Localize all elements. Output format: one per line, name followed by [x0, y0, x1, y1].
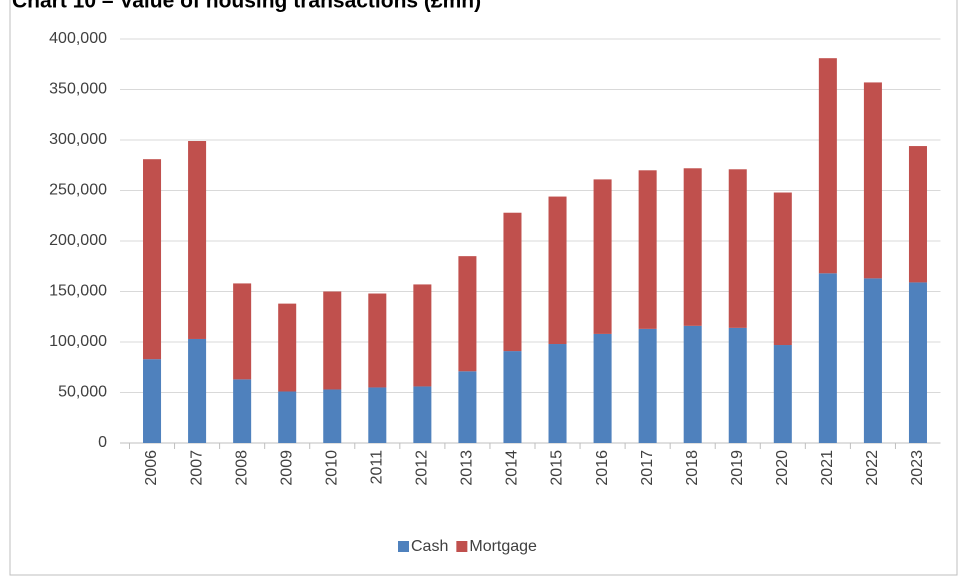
bar-segment [188, 338, 207, 443]
x-tick-label: 2014 [504, 450, 521, 486]
x-tick-label: 2023 [909, 450, 926, 486]
bar-segment [503, 212, 522, 352]
bar-segment [728, 327, 747, 443]
bar-segment [368, 387, 387, 443]
x-tick-label: 2021 [819, 450, 836, 486]
y-tick-label: 50,000 [58, 384, 107, 401]
bar-segment [908, 282, 927, 443]
x-tick-label: 2018 [684, 450, 701, 486]
x-tick-label: 2009 [278, 450, 295, 486]
x-tick-label: 2017 [639, 450, 656, 486]
bar-segment [278, 303, 297, 392]
y-tick-label: 200,000 [49, 232, 107, 249]
bar-segment [818, 273, 837, 443]
y-tick-label: 400,000 [49, 30, 107, 47]
bar-segment [413, 386, 432, 443]
bar-segment [728, 169, 747, 328]
x-tick-label: 2013 [459, 450, 476, 486]
bar-segment [413, 284, 432, 387]
bar-segment [233, 379, 252, 443]
y-tick-label: 300,000 [49, 131, 107, 148]
bar-segment [683, 325, 702, 443]
x-tick-label: 2007 [188, 450, 205, 486]
chart-frame [9, 0, 958, 576]
bar-segment [188, 141, 207, 339]
bar-segment [818, 58, 837, 274]
legend-swatch [398, 541, 409, 552]
x-tick-label: 2010 [323, 450, 340, 486]
y-tick-label: 350,000 [49, 81, 107, 98]
bar-segment [863, 82, 882, 279]
y-tick-label: 0 [98, 434, 107, 451]
x-tick-label: 2020 [774, 450, 791, 486]
legend-label: Cash [411, 538, 448, 555]
y-tick-label: 250,000 [49, 182, 107, 199]
bar-segment [548, 196, 567, 345]
bar-segment [773, 192, 792, 346]
bar-segment [773, 345, 792, 443]
bar-segment [863, 278, 882, 443]
bar-segment [548, 344, 567, 443]
bar-segment [233, 283, 252, 380]
x-tick-label: 2006 [143, 450, 160, 486]
x-tick-label: 2019 [729, 450, 746, 486]
bar-segment [458, 371, 477, 443]
y-tick-label: 150,000 [49, 283, 107, 300]
x-tick-label: 2022 [864, 450, 881, 486]
bar-segment [593, 179, 612, 334]
x-tick-label: 2015 [549, 450, 566, 486]
bar-segment [368, 293, 387, 388]
legend-swatch [456, 541, 468, 552]
bar-segment [683, 168, 702, 326]
x-tick-label: 2008 [233, 450, 250, 486]
bar-segment [593, 333, 612, 443]
bar-segment [143, 359, 162, 443]
bar-segment [503, 351, 522, 443]
bar-segment [323, 291, 342, 390]
bar-segment [458, 256, 477, 372]
bar-segment [143, 159, 162, 360]
bar-segment [278, 391, 297, 443]
y-tick-label: 100,000 [49, 333, 107, 350]
chart-title: Chart 10 – Value of housing transactions… [12, 0, 481, 13]
x-tick-label: 2011 [369, 450, 386, 485]
x-tick-label: 2012 [414, 450, 431, 486]
bar-segment [908, 146, 927, 283]
bar-segment [323, 389, 342, 443]
x-tick-label: 2016 [594, 450, 611, 486]
bar-segment [638, 170, 657, 329]
bar-segment [638, 328, 657, 443]
legend-label: Mortgage [469, 538, 537, 555]
